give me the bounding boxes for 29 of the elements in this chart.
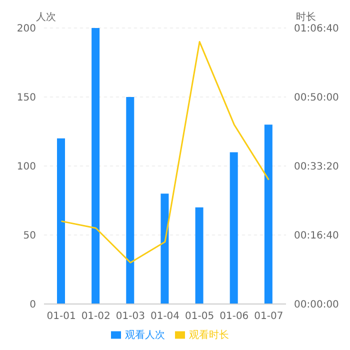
bar [195,207,204,304]
y2-tick-label: 00:33:20 [294,162,339,173]
x-tick-label: 01-05 [185,311,214,322]
y-tick-label: 100 [16,162,36,173]
y2-tick-label: 01:06:40 [294,24,339,35]
y2-tick-label: 00:00:00 [294,300,339,311]
y2-tick-label: 00:16:40 [294,230,339,242]
x-tick-label: 01-06 [220,311,249,322]
y-tick-label: 0 [30,300,36,311]
y-axis-title: 人次 [36,11,56,24]
y-tick-label: 200 [16,24,36,35]
bar [160,194,169,304]
bar [230,152,238,304]
x-tick-label: 01-03 [116,311,145,322]
bar [57,138,65,304]
bar [264,124,272,304]
x-tick-label: 01-01 [46,311,76,322]
bar [126,97,134,304]
bar [92,28,100,304]
y2-tick-label: 00:50:00 [294,92,339,104]
y-tick-label: 50 [23,230,36,242]
x-tick-label: 01-02 [81,311,110,322]
line-series [60,41,270,264]
x-tick-label: 01-04 [150,311,180,322]
legend-label: 观看时长 [189,330,229,341]
x-tick-label: 01-07 [254,311,284,322]
legend-label: 观看人次 [125,330,165,341]
y-tick-label: 150 [16,92,36,104]
y2-axis-title: 时长 [296,10,316,24]
